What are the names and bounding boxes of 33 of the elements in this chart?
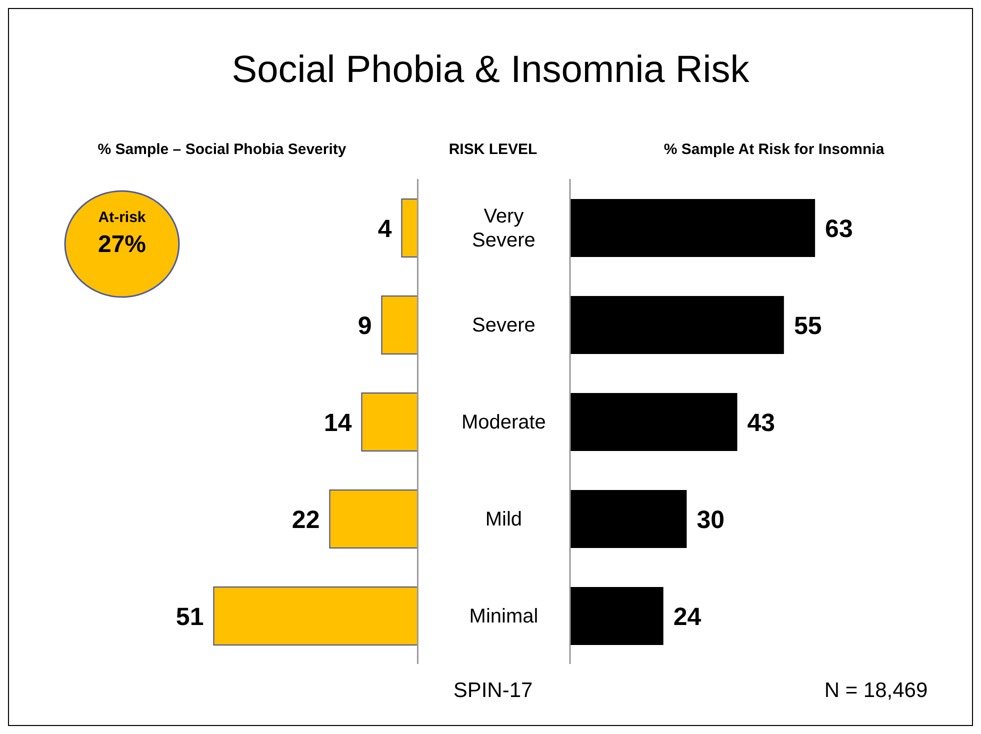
data-label: 4 <box>378 215 392 243</box>
y-tick-label: Very Severe <box>472 206 536 252</box>
bar <box>570 490 687 548</box>
y-tick-label: Severe <box>472 314 536 336</box>
bar <box>401 198 418 258</box>
y-tick-label: Mild <box>485 508 522 530</box>
bar <box>570 296 784 354</box>
text: 27% <box>98 231 146 259</box>
data-label: 14 <box>324 409 352 437</box>
text: N = 18,469 <box>824 679 928 703</box>
data-label: 30 <box>696 506 724 534</box>
data-label: 51 <box>176 603 204 631</box>
text: At-risk <box>98 209 146 226</box>
bar <box>213 586 418 646</box>
chart-title: Social Phobia & Insomnia Risk <box>230 49 750 92</box>
bar <box>381 296 418 354</box>
x-axis-title: % Sample – Social Phobia Severity <box>98 141 346 158</box>
bar <box>570 199 816 258</box>
x-axis-title: % Sample At Risk for Insomnia <box>664 141 884 158</box>
bar <box>361 392 418 452</box>
data-label: 63 <box>825 215 853 244</box>
data-label: 24 <box>673 602 702 631</box>
bar <box>329 490 418 548</box>
bar <box>570 586 664 645</box>
data-label: 55 <box>794 312 822 340</box>
data-label: 43 <box>747 409 776 437</box>
y-axis-title: RISK LEVEL <box>448 141 538 158</box>
text: SPIN-17 <box>453 679 533 703</box>
y-tick-label: Minimal <box>469 606 538 628</box>
bar <box>570 393 738 451</box>
data-label: 22 <box>292 506 320 534</box>
y-tick-label: Moderate <box>462 412 546 434</box>
data-label: 9 <box>358 312 372 340</box>
